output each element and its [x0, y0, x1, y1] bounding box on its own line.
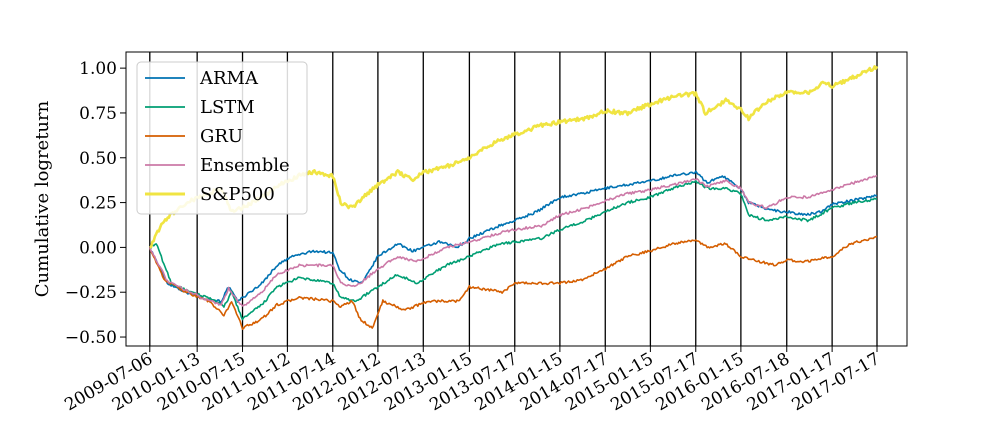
- y-tick-label-0: −0.50: [65, 328, 117, 348]
- legend-label-arma: ARMA: [199, 68, 259, 89]
- y-tick-label-3: 0.25: [79, 194, 117, 214]
- series-line-gru: [149, 235, 878, 330]
- y-axis: −0.50 −0.25 0.00 0.25 0.50 0.75 1.00: [65, 59, 126, 348]
- plot-frame: [125, 51, 908, 347]
- legend-label-ensemble: Ensemble: [200, 155, 290, 176]
- legend-label-s-p500: S&P500: [200, 184, 275, 205]
- legend: ARMA LSTM GRU Ensemble S&P500: [136, 61, 308, 215]
- legend-label-gru: GRU: [200, 126, 243, 147]
- x-axis: 2009-07-062010-01-132010-07-152011-01-12…: [61, 346, 884, 415]
- legend-box: [136, 61, 308, 215]
- series-line-ensemble: [149, 174, 878, 307]
- series-line-arma: [149, 170, 878, 303]
- y-tick-label-5: 0.75: [79, 104, 117, 124]
- legend-label-lstm: LSTM: [200, 97, 255, 118]
- y-tick-label-2: 0.00: [79, 238, 117, 258]
- y-tick-label-1: −0.25: [65, 283, 117, 303]
- series-line-lstm: [149, 179, 878, 321]
- y-axis-label: Cumulative logreturn: [32, 100, 53, 297]
- y-tick-label-6: 1.00: [79, 59, 117, 79]
- y-tick-label-4: 0.50: [79, 149, 117, 169]
